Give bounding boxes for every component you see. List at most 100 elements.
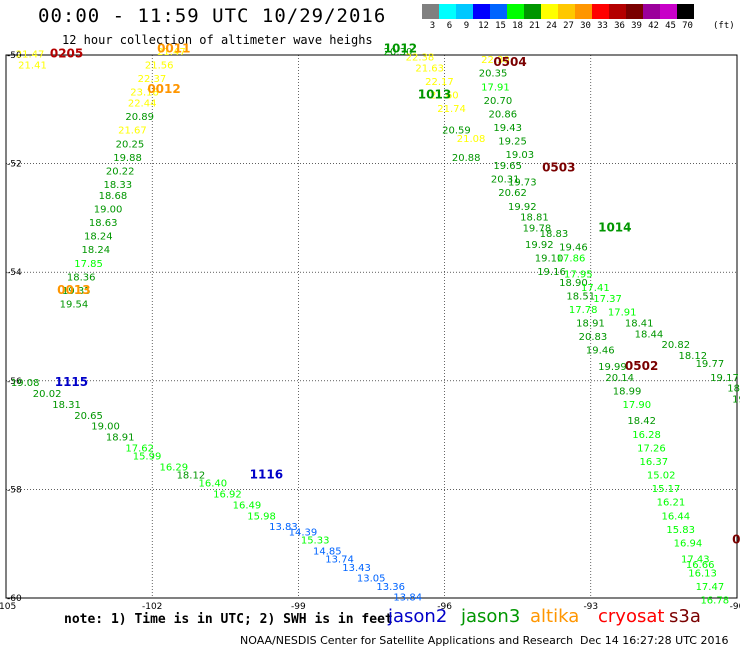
swh-value: 19.08 bbox=[11, 378, 40, 389]
swh-value: 19.92 bbox=[508, 202, 537, 213]
swh-value: 15.99 bbox=[133, 452, 162, 463]
color-scale-tick: 3 bbox=[429, 21, 436, 31]
color-scale-tick: 70 bbox=[682, 21, 693, 31]
swh-value: 20.89 bbox=[125, 112, 154, 123]
color-scale-tick: 24 bbox=[546, 21, 557, 31]
swh-value: 20.02 bbox=[33, 389, 62, 400]
swh-value: 19.43 bbox=[493, 123, 522, 134]
color-scale-tick: 39 bbox=[631, 21, 642, 31]
swh-value: 19.35 bbox=[62, 286, 91, 297]
generation-timestamp: Dec 14 16:27:28 UTC 2016 bbox=[580, 634, 729, 647]
pass-time-label: 0502 bbox=[625, 359, 658, 373]
swh-value: 17.47 bbox=[696, 582, 725, 593]
color-scale-tick: 15 bbox=[495, 21, 506, 31]
lat-label: -56 bbox=[7, 377, 22, 387]
swh-value: 17.62 bbox=[125, 443, 154, 454]
color-swatch bbox=[575, 4, 592, 19]
swh-value: 16.29 bbox=[160, 462, 189, 473]
swh-value: 20.88 bbox=[452, 153, 481, 164]
swh-value: 18.68 bbox=[99, 191, 128, 202]
pass-time-label: 1116 bbox=[250, 468, 283, 482]
swh-value: 20.83 bbox=[579, 332, 608, 343]
swh-value: 19.73 bbox=[508, 177, 537, 188]
swh-value: 18.33 bbox=[103, 180, 132, 191]
color-scale-tick: 18 bbox=[512, 21, 523, 31]
swh-value: 23.18 bbox=[130, 88, 159, 99]
swh-value: 18.42 bbox=[627, 416, 656, 427]
lat-label: -60 bbox=[7, 594, 22, 604]
swh-value: 19.00 bbox=[94, 204, 123, 215]
swh-value: 22.44 bbox=[128, 99, 157, 110]
swh-value: 18.82 bbox=[727, 384, 740, 395]
swh-value: 14.39 bbox=[289, 528, 318, 539]
color-swatch bbox=[541, 4, 558, 19]
track-jason3: 22.30 20.35 17.91 20.70 20.86 19.43 19.25 19.03 bbox=[479, 55, 534, 161]
swh-value: 18.12 bbox=[679, 351, 708, 362]
color-swatch bbox=[422, 4, 439, 19]
swh-value: 21.74 bbox=[437, 104, 466, 115]
swh-value: 21.47 bbox=[157, 47, 186, 58]
swh-value: 20.86 bbox=[488, 109, 517, 120]
swh-value: 21.67 bbox=[118, 126, 147, 137]
swh-value: 17.90 bbox=[622, 400, 651, 411]
map-frame bbox=[5, 54, 738, 599]
lon-label: -96 bbox=[437, 602, 452, 610]
pass-time-label: 0013 bbox=[57, 283, 90, 297]
swh-value: 14.85 bbox=[313, 547, 342, 558]
swh-value: 20.35 bbox=[479, 69, 508, 80]
swh-value: 20.62 bbox=[498, 188, 527, 199]
swh-value: 13.05 bbox=[357, 574, 386, 585]
color-swatch bbox=[524, 4, 541, 19]
color-scale-tick: 27 bbox=[563, 21, 574, 31]
swh-value: 18.51 bbox=[566, 291, 595, 302]
color-swatch bbox=[490, 4, 507, 19]
map-grid bbox=[5, 54, 738, 599]
swh-value: 13.74 bbox=[325, 555, 354, 566]
color-swatch bbox=[456, 4, 473, 19]
color-scale-tick: 45 bbox=[665, 21, 676, 31]
swh-value: 18.81 bbox=[520, 213, 549, 224]
swh-value: 20.14 bbox=[605, 373, 634, 384]
lon-label: -99 bbox=[291, 602, 306, 610]
legend-altika: altika bbox=[530, 606, 580, 627]
swh-value: 19.88 bbox=[113, 153, 142, 164]
legend-s3a: s3a bbox=[669, 606, 701, 627]
swh-value: 21.47 bbox=[16, 50, 45, 61]
swh-value: 18.41 bbox=[625, 319, 654, 330]
swh-value: 19.25 bbox=[498, 137, 527, 148]
color-scale-bar bbox=[422, 4, 694, 23]
color-scale-tick: 30 bbox=[580, 21, 591, 31]
swh-value: 19.99 bbox=[598, 362, 627, 373]
pass-time-labels: 0205 0011 0012 0013 1012 1013 0504 0503 1014 0502… bbox=[50, 41, 740, 546]
swh-value: 18.36 bbox=[67, 272, 96, 283]
swh-value: 16.94 bbox=[674, 538, 703, 549]
swh-value: 22.30 bbox=[481, 55, 510, 66]
swh-value: 17.78 bbox=[569, 305, 598, 316]
swh-value: 13.84 bbox=[393, 593, 422, 604]
swh-value: 18.44 bbox=[635, 329, 664, 340]
swh-value: 16.66 bbox=[686, 560, 715, 571]
swh-value: 18.24 bbox=[84, 232, 113, 243]
pass-time-label: 0504 bbox=[493, 55, 526, 69]
swh-value: 20.82 bbox=[661, 340, 690, 351]
swh-value: 16.44 bbox=[661, 511, 690, 522]
color-swatch bbox=[643, 4, 660, 19]
swh-value: 21.56 bbox=[145, 61, 174, 72]
swh-value: 19.78 bbox=[523, 223, 552, 234]
swh-value: 19.3 bbox=[732, 395, 740, 406]
color-swatch bbox=[439, 4, 456, 19]
track-jason3: 19.0820.0218.3120.6519.0018.9117.6215.99… bbox=[11, 378, 422, 603]
swh-value: 20.70 bbox=[484, 96, 513, 107]
swh-value: 22.17 bbox=[425, 77, 454, 88]
color-scale-tick: 42 bbox=[648, 21, 659, 31]
swh-value: 17.86 bbox=[557, 253, 586, 264]
pass-time-label: 0503 bbox=[542, 161, 575, 175]
swh-value: 19.77 bbox=[696, 359, 725, 370]
credit-line: NOAA/NESDIS Center for Satellite Applica… bbox=[240, 634, 574, 647]
axis-labels: -50 -52 -54 -56 -58 -60-105 -102 -99 -96 -93 -90 bbox=[0, 51, 740, 610]
swh-value: 20.59 bbox=[442, 126, 471, 137]
pass-time-label: 1012 bbox=[384, 41, 417, 55]
color-scale-tick: 12 bbox=[478, 21, 489, 31]
